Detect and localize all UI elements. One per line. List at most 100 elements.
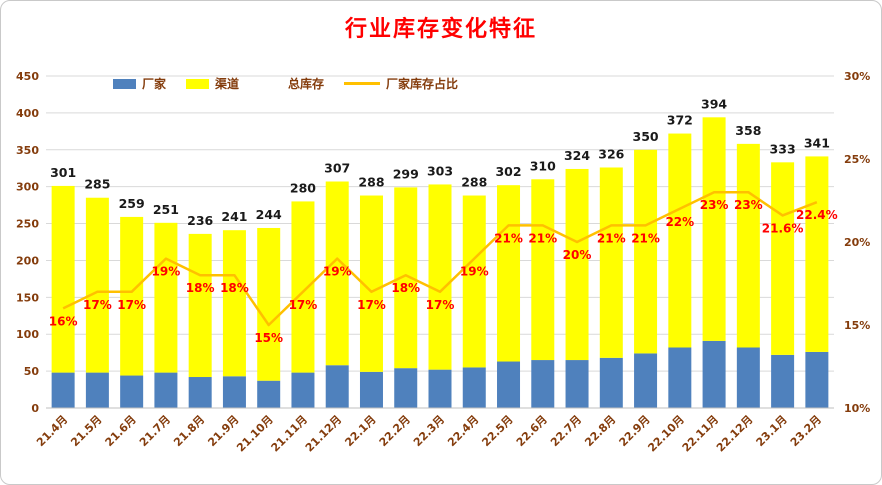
total-data-label: 299	[393, 166, 419, 181]
left-axis-tick-label: 50	[24, 365, 40, 378]
bar-channel	[291, 201, 315, 373]
bar-manufacturer	[565, 360, 589, 408]
total-data-label: 280	[290, 180, 316, 195]
x-axis-tick-label: 22.5月	[479, 413, 515, 449]
left-axis-tick-label: 400	[16, 107, 39, 120]
legend-label-manufacturer: 厂家	[142, 77, 167, 91]
bar-channel	[257, 227, 281, 381]
percent-data-label: 23%	[700, 198, 729, 212]
percent-data-label: 15%	[254, 331, 283, 345]
x-axis-tick-label: 21.6月	[103, 413, 139, 449]
bar-manufacturer	[394, 368, 418, 408]
legend-marker-manufacturer-icon	[113, 78, 136, 89]
bar-channel	[599, 167, 623, 358]
bar-manufacturer	[462, 367, 486, 408]
x-axis-tick-label: 21.8月	[171, 413, 207, 449]
x-axis-tick-label: 22.10月	[645, 413, 687, 455]
bar-manufacturer	[805, 351, 829, 408]
right-axis-tick-label: 25%	[844, 153, 870, 166]
bar-channel	[736, 143, 760, 348]
percent-data-label: 18%	[186, 281, 215, 295]
bar-channel	[702, 117, 726, 341]
total-data-label: 358	[735, 123, 761, 138]
x-axis-tick-label: 22.3月	[411, 413, 447, 449]
legend-marker-share-line-icon	[344, 82, 381, 85]
legend-item-total: 总库存	[259, 75, 324, 92]
legend-label-channel: 渠道	[215, 77, 240, 91]
bar-manufacturer	[222, 376, 246, 408]
x-axis-tick-label: 22.2月	[377, 413, 413, 449]
percent-data-label: 21%	[631, 231, 660, 245]
x-axis-tick-label: 21.10月	[234, 413, 276, 455]
left-axis-tick-label: 0	[31, 402, 39, 415]
bar-channel	[51, 185, 75, 373]
bar-channel	[428, 184, 452, 370]
total-data-label: 259	[119, 196, 145, 211]
bar-channel	[394, 187, 418, 369]
x-axis-tick-label: 21.4月	[34, 413, 70, 449]
percent-data-label: 18%	[220, 281, 249, 295]
percent-data-label: 19%	[323, 265, 352, 279]
bar-channel	[188, 233, 212, 378]
percent-data-label: 17%	[289, 298, 318, 312]
left-axis-tick-label: 450	[16, 70, 39, 83]
total-data-label: 251	[153, 202, 179, 217]
bar-channel	[771, 162, 795, 355]
percent-data-label: 17%	[426, 298, 455, 312]
total-data-label: 301	[50, 165, 76, 180]
left-axis-tick-label: 350	[16, 144, 39, 157]
percent-data-label: 20%	[563, 248, 592, 262]
x-axis-tick-label: 22.1月	[342, 413, 378, 449]
total-data-label: 302	[495, 164, 521, 179]
right-axis-tick-label: 20%	[844, 236, 870, 249]
bar-manufacturer	[702, 340, 726, 408]
bar-manufacturer	[634, 353, 658, 408]
legend-label-share: 厂家库存占比	[386, 77, 459, 91]
x-axis-tick-label: 22.4月	[445, 413, 481, 449]
bar-manufacturer	[668, 347, 692, 408]
total-data-label: 303	[427, 163, 453, 178]
x-axis-tick-label: 22.6月	[514, 413, 550, 449]
left-axis-tick-label: 150	[16, 291, 39, 304]
percent-data-label: 16%	[49, 314, 78, 328]
x-axis-tick-label: 21.11月	[269, 413, 311, 455]
bar-manufacturer	[51, 372, 75, 408]
total-data-label: 288	[358, 175, 384, 190]
bar-channel	[359, 195, 383, 372]
percent-data-label: 21%	[528, 231, 557, 245]
total-data-label: 394	[701, 96, 727, 111]
bar-manufacturer	[771, 354, 795, 408]
legend-label-total: 总库存	[288, 77, 325, 91]
right-axis-tick-label: 10%	[844, 402, 870, 415]
total-data-label: 307	[324, 161, 350, 176]
bar-channel	[634, 149, 658, 354]
x-axis-tick-label: 21.7月	[137, 413, 173, 449]
percent-data-label: 22%	[665, 215, 694, 229]
bar-manufacturer	[257, 380, 281, 408]
bar-channel	[497, 185, 521, 362]
bar-channel	[325, 181, 349, 366]
total-data-label: 341	[804, 135, 830, 150]
x-axis-tick-label: 22.12月	[714, 413, 756, 455]
bar-manufacturer	[120, 375, 144, 408]
legend-item-share: 厂家库存占比	[344, 75, 458, 92]
percent-data-label: 21%	[597, 231, 626, 245]
x-axis-tick-label: 22.11月	[680, 413, 722, 455]
bar-channel	[531, 179, 555, 361]
bar-manufacturer	[291, 372, 315, 408]
total-data-label: 324	[564, 148, 590, 163]
chart-title: 行业库存变化特征	[344, 17, 537, 42]
bar-channel	[805, 156, 829, 352]
total-data-label: 310	[530, 158, 556, 173]
total-data-label: 285	[84, 177, 110, 192]
bar-manufacturer	[188, 377, 212, 408]
line-manufacturer-share	[62, 190, 818, 327]
left-axis-tick-label: 100	[16, 328, 39, 341]
total-data-label: 241	[221, 209, 247, 224]
bar-manufacturer	[428, 369, 452, 408]
total-data-label: 288	[461, 175, 487, 190]
left-axis-tick-label: 200	[16, 254, 39, 267]
x-axis-tick-label: 23.2月	[788, 413, 824, 449]
